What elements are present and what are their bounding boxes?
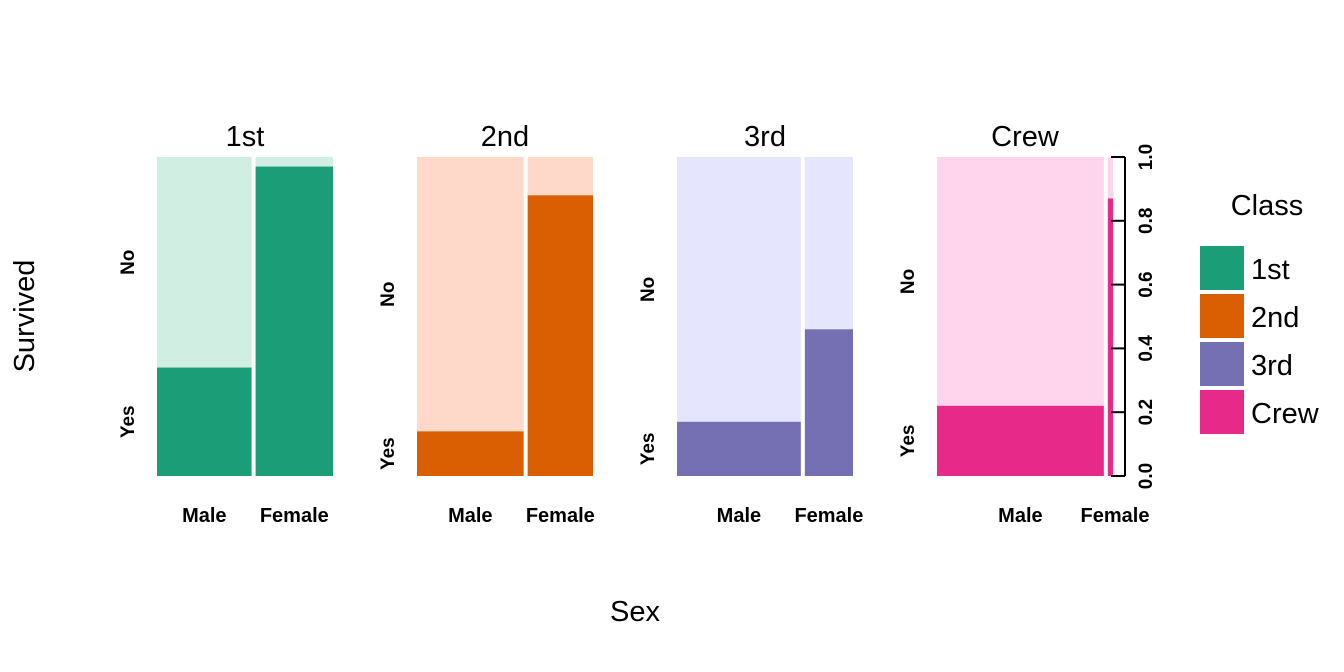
x-tick-label: Female <box>526 505 595 527</box>
right-axis-tick-label: 1.0 <box>1136 144 1157 170</box>
mosaic-cell-male-yes <box>677 421 801 476</box>
x-axis-title: Sex <box>610 596 660 628</box>
x-tick-label: Male <box>717 505 761 527</box>
survived-label-no: No <box>638 277 659 302</box>
right-axis-tick-label: 0.8 <box>1136 208 1157 234</box>
right-axis-tick-label: 0.4 <box>1136 335 1157 362</box>
legend-label: 3rd <box>1251 350 1293 382</box>
survived-label-yes: Yes <box>898 425 919 458</box>
survived-label-yes: Yes <box>638 433 659 466</box>
legend-label: 1st <box>1251 254 1290 286</box>
legend: Class 1st 2nd 3rd Crew <box>1200 190 1320 434</box>
y-axis-title: Survived <box>9 260 41 373</box>
panel-crew: Crew Male Female Yes No <box>898 121 1149 527</box>
right-axis: 0.0 0.2 0.4 0.6 0.8 1.0 <box>1111 144 1157 489</box>
panel-title: Crew <box>991 121 1060 153</box>
x-tick-label: Male <box>448 505 492 527</box>
panel-title: 1st <box>226 121 265 153</box>
x-tick-label: Female <box>260 505 329 527</box>
right-axis-tick-label: 0.0 <box>1136 463 1157 489</box>
mosaic-cell-female-no <box>527 157 593 196</box>
survived-label-no: No <box>378 282 399 307</box>
panels-group: 1st Male Female Yes No 2nd Male Female Yes No 3rd M… <box>118 121 1149 527</box>
mosaic-cell-male-yes <box>937 405 1104 476</box>
panel-3rd: 3rd Male Female Yes No <box>638 121 863 527</box>
legend-label: 2nd <box>1251 302 1299 334</box>
panel-2nd: 2nd Male Female Yes No <box>378 121 595 527</box>
mosaic-cell-female-no <box>1107 157 1113 199</box>
mosaic-cell-female-yes <box>1107 198 1113 476</box>
mosaic-cell-female-yes <box>527 195 593 476</box>
panel-1st: 1st Male Female Yes No <box>118 121 333 527</box>
survived-label-no: No <box>898 269 919 294</box>
legend-swatch-1st <box>1200 246 1244 290</box>
legend-title: Class <box>1231 190 1304 222</box>
mosaic-cell-female-no <box>804 157 853 330</box>
mosaic-cell-male-yes <box>157 367 252 476</box>
right-axis-tick-label: 0.6 <box>1136 271 1157 297</box>
survived-label-no: No <box>118 250 139 275</box>
panel-title: 3rd <box>744 121 786 153</box>
panel-title: 2nd <box>481 121 529 153</box>
mosaic-cell-male-no <box>157 157 252 368</box>
mosaic-cell-female-no <box>255 157 333 167</box>
x-tick-label: Male <box>182 505 226 527</box>
x-tick-label: Female <box>1081 505 1150 527</box>
mosaic-cell-female-yes <box>255 166 333 476</box>
right-axis-tick-label: 0.2 <box>1136 399 1157 425</box>
legend-swatch-3rd <box>1200 342 1244 386</box>
legend-swatch-crew <box>1200 390 1244 434</box>
mosaic-cell-male-no <box>417 157 524 432</box>
x-tick-label: Female <box>794 505 863 527</box>
x-tick-label: Male <box>998 505 1042 527</box>
mosaic-cell-male-no <box>937 157 1104 406</box>
survived-label-yes: Yes <box>378 437 399 470</box>
survived-label-yes: Yes <box>118 405 139 438</box>
legend-swatch-2nd <box>1200 294 1244 338</box>
mosaic-cell-male-yes <box>417 431 524 476</box>
mosaic-cell-male-no <box>677 157 801 422</box>
legend-label: Crew <box>1251 398 1320 430</box>
mosaic-cell-female-yes <box>804 329 853 476</box>
